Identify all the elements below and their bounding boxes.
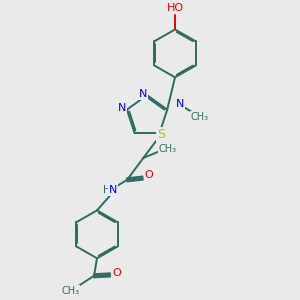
- Text: H: H: [103, 185, 111, 195]
- Text: N: N: [117, 103, 126, 113]
- Text: CH₃: CH₃: [158, 144, 176, 154]
- Text: O: O: [112, 268, 121, 278]
- Text: CH₃: CH₃: [190, 112, 209, 122]
- Text: N: N: [176, 99, 184, 110]
- Text: N: N: [139, 89, 147, 99]
- Text: O: O: [145, 170, 154, 181]
- Text: N: N: [109, 185, 117, 195]
- Text: CH₃: CH₃: [61, 286, 80, 296]
- Text: S: S: [157, 128, 165, 141]
- Text: HO: HO: [167, 3, 184, 14]
